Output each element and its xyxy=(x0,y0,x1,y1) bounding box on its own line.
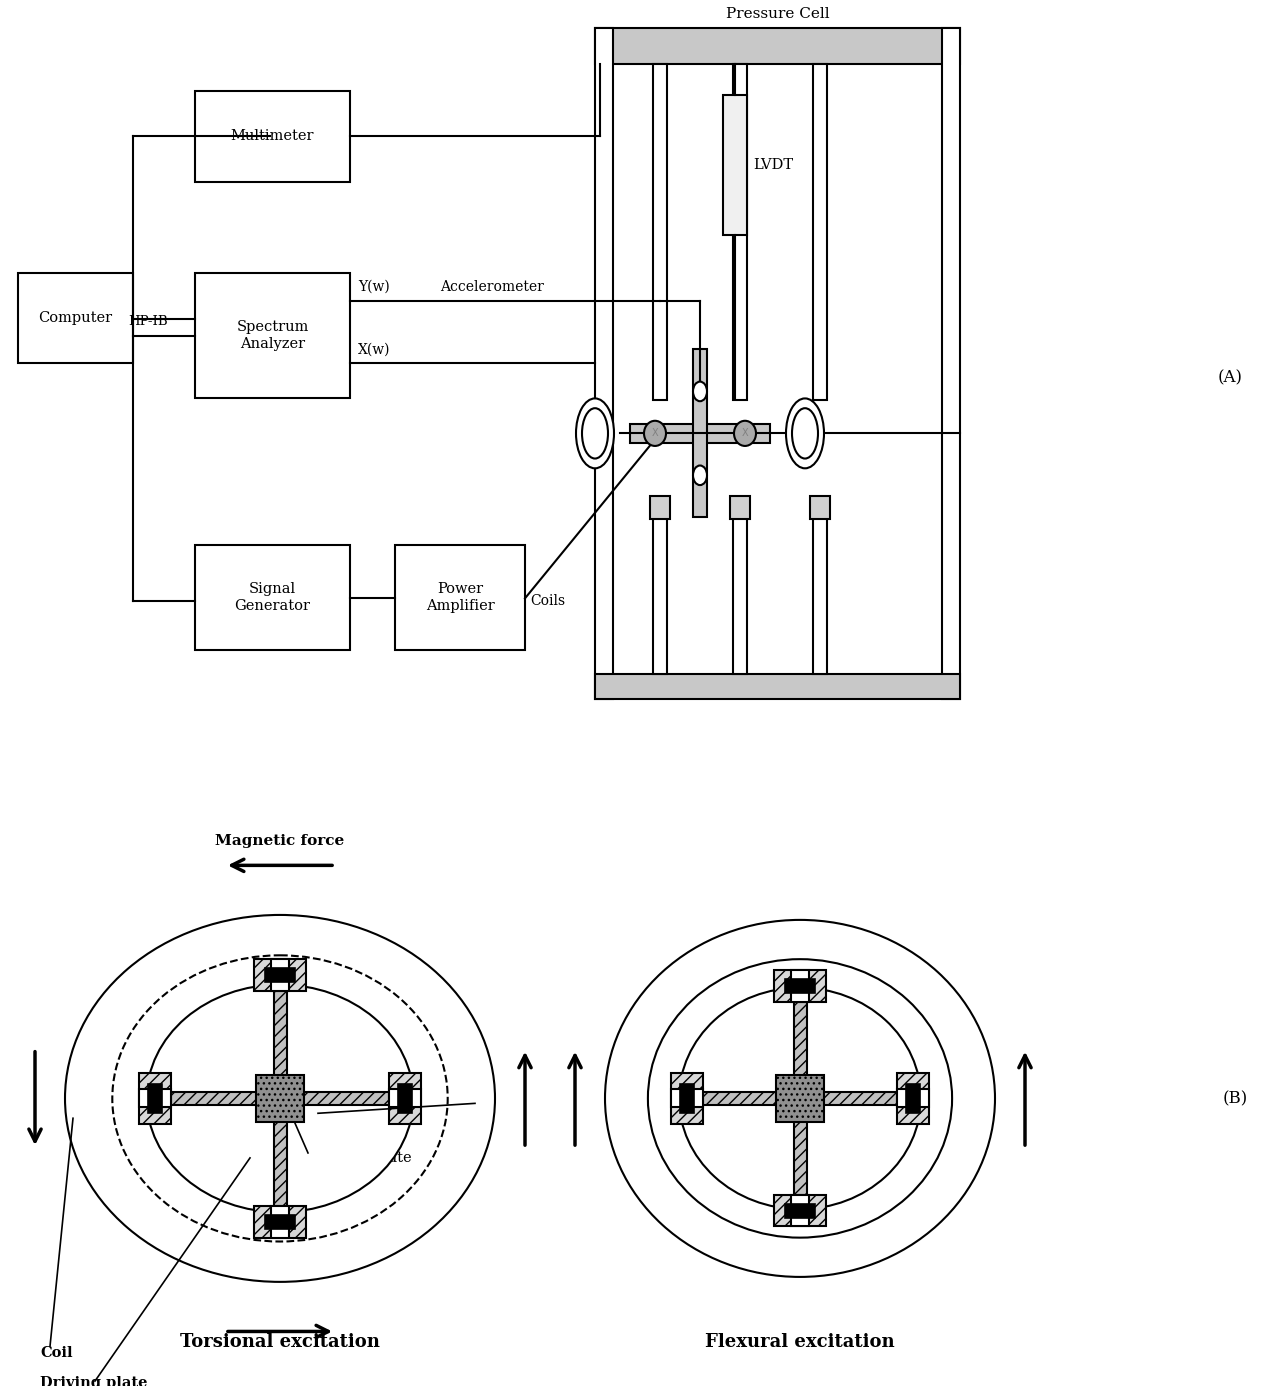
Bar xyxy=(791,1195,809,1227)
Bar xyxy=(654,64,668,399)
Bar xyxy=(271,959,289,991)
Ellipse shape xyxy=(582,409,608,459)
Bar xyxy=(733,64,747,399)
Text: Flexural excitation: Flexural excitation xyxy=(706,1333,894,1351)
Bar xyxy=(671,1073,703,1124)
Text: Support plate: Support plate xyxy=(310,1150,412,1164)
Bar xyxy=(195,91,350,182)
Bar xyxy=(813,510,827,674)
Bar xyxy=(906,1084,920,1113)
Bar xyxy=(785,980,815,994)
Bar xyxy=(733,510,747,674)
Ellipse shape xyxy=(648,959,952,1238)
Ellipse shape xyxy=(605,920,995,1277)
Bar xyxy=(595,674,961,699)
Text: Spectrum
Analyzer: Spectrum Analyzer xyxy=(236,320,308,351)
Bar xyxy=(730,496,750,518)
Text: Power
Amplifier: Power Amplifier xyxy=(426,582,494,613)
Bar xyxy=(389,1073,420,1124)
Text: LVDT: LVDT xyxy=(753,158,794,172)
Bar xyxy=(265,1216,296,1229)
Bar xyxy=(254,1206,306,1238)
Text: X: X xyxy=(741,428,748,438)
Bar xyxy=(776,1074,824,1123)
Bar xyxy=(274,974,287,1222)
Bar xyxy=(810,496,829,518)
Text: Coils: Coils xyxy=(530,595,566,608)
Text: Coil: Coil xyxy=(39,1346,73,1360)
Circle shape xyxy=(693,381,707,401)
Bar xyxy=(941,28,961,699)
Bar xyxy=(785,1203,815,1217)
Bar xyxy=(650,496,670,518)
Text: Accelerometer: Accelerometer xyxy=(440,280,544,294)
Bar xyxy=(687,1092,913,1105)
Text: Signal
Generator: Signal Generator xyxy=(234,582,311,613)
Bar xyxy=(897,1089,929,1107)
Bar xyxy=(897,1073,929,1124)
Bar xyxy=(195,273,350,398)
Text: Y(w): Y(w) xyxy=(358,280,390,294)
Ellipse shape xyxy=(786,398,824,468)
Bar xyxy=(139,1089,171,1107)
Text: Pressure Cell: Pressure Cell xyxy=(726,7,829,21)
Bar xyxy=(389,1089,420,1107)
Bar xyxy=(654,510,668,674)
Bar xyxy=(139,1073,171,1124)
Text: X(w): X(w) xyxy=(358,342,391,356)
Text: Computer: Computer xyxy=(38,310,112,326)
Ellipse shape xyxy=(734,421,755,446)
Ellipse shape xyxy=(679,988,921,1209)
Text: X: X xyxy=(652,428,659,438)
Ellipse shape xyxy=(147,984,413,1213)
Bar xyxy=(195,545,350,650)
Bar xyxy=(693,349,707,517)
Ellipse shape xyxy=(792,409,818,459)
Bar xyxy=(265,967,296,981)
Text: Magnet: Magnet xyxy=(320,1106,377,1120)
Bar xyxy=(155,1092,405,1105)
Bar xyxy=(724,96,747,234)
Text: (B): (B) xyxy=(1222,1089,1247,1107)
Text: HP-IB: HP-IB xyxy=(129,315,168,328)
Text: (A): (A) xyxy=(1218,369,1242,385)
Bar xyxy=(671,1089,703,1107)
Bar xyxy=(18,273,132,363)
Ellipse shape xyxy=(576,398,614,468)
Bar xyxy=(794,987,806,1210)
Bar xyxy=(254,959,306,991)
Bar xyxy=(631,424,769,444)
Ellipse shape xyxy=(112,955,447,1242)
Text: Torsional excitation: Torsional excitation xyxy=(180,1333,380,1351)
Bar xyxy=(791,970,809,1002)
Bar xyxy=(397,1084,412,1113)
Ellipse shape xyxy=(643,421,666,446)
Circle shape xyxy=(693,466,707,485)
Bar xyxy=(775,970,826,1002)
Text: Driving plate: Driving plate xyxy=(39,1376,148,1386)
Bar xyxy=(256,1074,304,1123)
Bar xyxy=(148,1084,162,1113)
Bar xyxy=(595,28,613,699)
Text: Multimeter: Multimeter xyxy=(231,129,315,143)
Bar xyxy=(680,1084,694,1113)
Bar xyxy=(271,1206,289,1238)
Text: Magnetic force: Magnetic force xyxy=(215,833,345,847)
Bar xyxy=(775,1195,826,1227)
Bar xyxy=(395,545,525,650)
Bar xyxy=(813,64,827,399)
Bar xyxy=(595,28,961,64)
Ellipse shape xyxy=(65,915,496,1282)
